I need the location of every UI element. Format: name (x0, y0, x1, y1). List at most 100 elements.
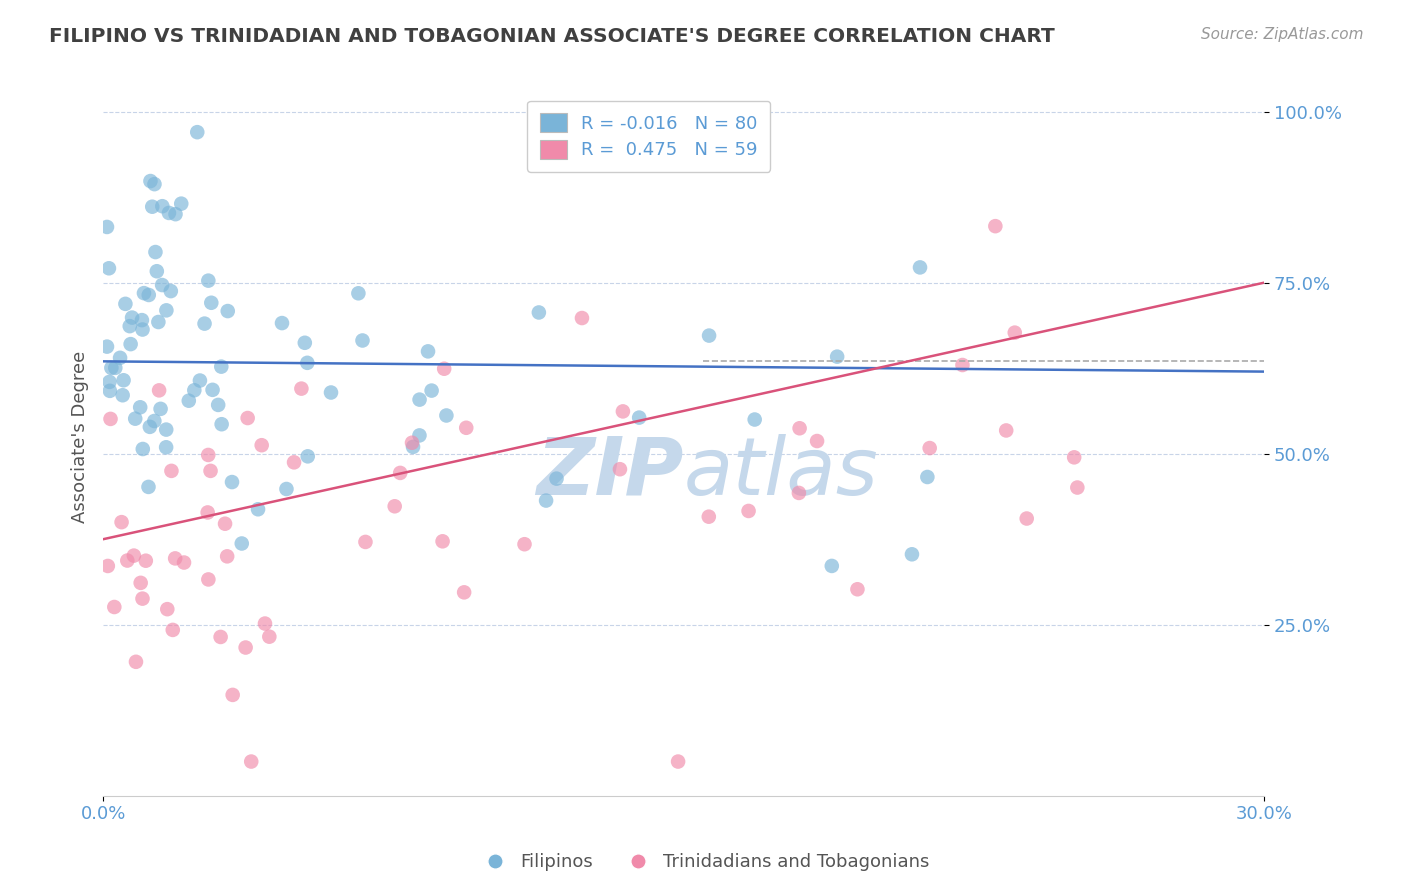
Point (408, 428, 430, 442)
Point (250, 438, 273, 452)
Point (901, 547, 924, 561)
Point (200, 464, 222, 478)
Text: Source: ZipAtlas.com: Source: ZipAtlas.com (1201, 27, 1364, 42)
Point (197, 448, 219, 462)
Point (408, 392, 430, 407)
Point (806, 434, 828, 448)
Point (825, 350, 848, 364)
Point (432, 534, 454, 549)
Point (609, 462, 631, 476)
Point (193, 317, 215, 331)
Point (697, 509, 720, 524)
Point (209, 359, 232, 374)
Point (131, 591, 153, 606)
Point (155, 303, 177, 318)
Point (131, 322, 153, 336)
Point (211, 417, 233, 432)
Point (143, 414, 166, 428)
Point (159, 284, 181, 298)
Point (789, 421, 811, 435)
Point (129, 401, 152, 415)
Point (628, 410, 651, 425)
Point (131, 313, 153, 327)
Point (103, 599, 125, 614)
Point (157, 206, 180, 220)
Point (290, 382, 312, 396)
Point (122, 549, 145, 563)
Point (117, 553, 139, 567)
Point (297, 356, 319, 370)
Point (271, 316, 294, 330)
Point (221, 688, 243, 702)
Legend: Filipinos, Trinidadians and Tobagonians: Filipinos, Trinidadians and Tobagonians (470, 847, 936, 879)
Point (173, 556, 195, 570)
Point (197, 573, 219, 587)
Text: ZIP: ZIP (536, 434, 683, 511)
Text: atlas: atlas (683, 434, 879, 511)
Point (247, 502, 270, 516)
Point (214, 516, 236, 531)
Point (148, 315, 170, 329)
Point (129, 575, 152, 590)
Point (240, 755, 263, 769)
Point (456, 421, 478, 435)
Point (276, 482, 298, 496)
Point (170, 196, 193, 211)
Point (1015, 511, 1038, 525)
Point (139, 174, 162, 188)
Point (125, 655, 148, 669)
Point (666, 755, 689, 769)
Point (132, 442, 155, 456)
Point (918, 441, 941, 455)
Point (401, 435, 423, 450)
Point (162, 623, 184, 637)
Point (737, 504, 759, 518)
Point (253, 616, 276, 631)
Point (155, 423, 177, 437)
Point (104, 360, 127, 375)
Point (197, 505, 219, 519)
Point (135, 554, 157, 568)
Y-axis label: Associate's Degree: Associate's Degree (72, 351, 89, 523)
Point (110, 515, 132, 529)
Point (124, 411, 146, 425)
Point (111, 388, 134, 402)
Point (160, 464, 183, 478)
Point (908, 260, 931, 275)
Point (297, 450, 319, 464)
Point (138, 480, 160, 494)
Point (534, 493, 557, 508)
Point (146, 264, 169, 278)
Point (420, 384, 443, 398)
Point (416, 344, 439, 359)
Point (100, 360, 122, 375)
Point (156, 602, 179, 616)
Point (188, 374, 211, 388)
Point (221, 475, 243, 489)
Point (1066, 481, 1088, 495)
Point (112, 373, 135, 387)
Point (235, 640, 257, 655)
Point (141, 200, 163, 214)
Point (97, 558, 120, 573)
Point (453, 585, 475, 599)
Point (97, 261, 120, 276)
Point (952, 358, 974, 372)
Legend: R = -0.016   N = 80, R =  0.475   N = 59: R = -0.016 N = 80, R = 0.475 N = 59 (527, 101, 770, 172)
Point (917, 470, 939, 484)
Point (120, 337, 142, 351)
Point (139, 420, 162, 434)
Point (98, 375, 121, 389)
Point (96, 219, 118, 234)
Point (1004, 326, 1026, 340)
Point (98, 384, 121, 398)
Point (352, 334, 374, 348)
Point (183, 383, 205, 397)
Point (1063, 450, 1085, 465)
Point (155, 440, 177, 454)
Point (846, 582, 869, 597)
Point (150, 278, 173, 293)
Point (201, 383, 224, 397)
Point (149, 401, 172, 416)
Point (744, 412, 766, 426)
